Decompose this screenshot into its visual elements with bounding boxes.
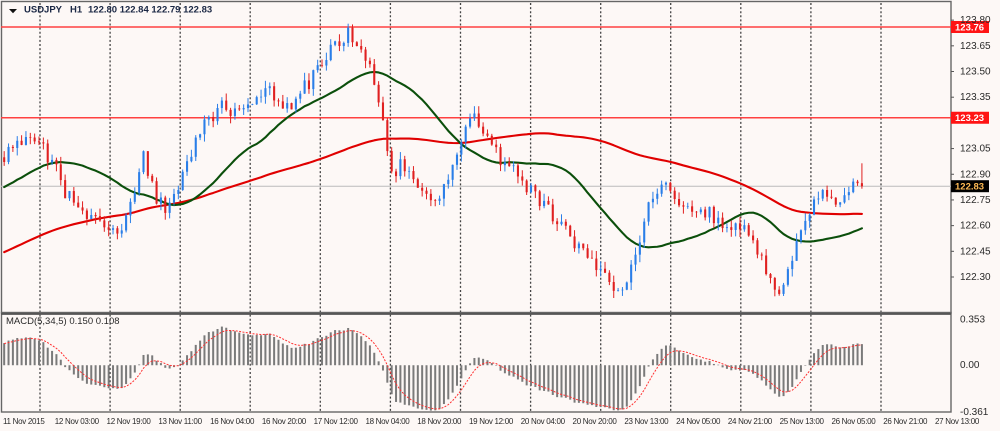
svg-text:122.80 122.84 122.79 122.83: 122.80 122.84 122.79 122.83 [88, 5, 212, 16]
svg-text:27 Nov 13:00: 27 Nov 13:00 [935, 417, 980, 426]
svg-text:23 Nov 13:00: 23 Nov 13:00 [624, 417, 669, 426]
svg-text:12 Nov 03:00: 12 Nov 03:00 [55, 417, 100, 426]
svg-text:20 Nov 20:00: 20 Nov 20:00 [573, 417, 618, 426]
svg-text:USDJPY: USDJPY [24, 5, 63, 16]
svg-text:19 Nov 12:00: 19 Nov 12:00 [469, 417, 514, 426]
svg-text:122.60: 122.60 [960, 221, 991, 232]
svg-text:18 Nov 20:00: 18 Nov 20:00 [417, 417, 462, 426]
svg-text:11 Nov 2015: 11 Nov 2015 [3, 417, 45, 426]
svg-text:122.83: 122.83 [955, 182, 984, 193]
svg-text:122.90: 122.90 [960, 169, 991, 180]
svg-text:12 Nov 19:00: 12 Nov 19:00 [107, 417, 152, 426]
svg-text:0.353: 0.353 [960, 314, 985, 325]
svg-text:13 Nov 11:00: 13 Nov 11:00 [158, 417, 202, 426]
svg-text:16 Nov 20:00: 16 Nov 20:00 [262, 417, 307, 426]
svg-text:123.80: 123.80 [960, 15, 991, 26]
svg-text:24 Nov 21:00: 24 Nov 21:00 [728, 417, 773, 426]
svg-text:26 Nov 05:00: 26 Nov 05:00 [831, 417, 876, 426]
svg-text:122.75: 122.75 [960, 195, 991, 206]
svg-text:18 Nov 04:00: 18 Nov 04:00 [365, 417, 410, 426]
svg-text:24 Nov 05:00: 24 Nov 05:00 [676, 417, 721, 426]
svg-text:123.05: 123.05 [960, 144, 991, 155]
svg-text:123.23: 123.23 [955, 113, 984, 124]
svg-text:16 Nov 04:00: 16 Nov 04:00 [210, 417, 255, 426]
svg-text:17 Nov 12:00: 17 Nov 12:00 [314, 417, 359, 426]
svg-text:122.45: 122.45 [960, 246, 991, 257]
svg-text:123.65: 123.65 [960, 41, 991, 52]
svg-text:25 Nov 13:00: 25 Nov 13:00 [780, 417, 825, 426]
svg-text:122.30: 122.30 [960, 272, 991, 283]
svg-text:123.50: 123.50 [960, 67, 991, 78]
svg-text:0.00: 0.00 [960, 360, 980, 371]
svg-text:26 Nov 21:00: 26 Nov 21:00 [883, 417, 928, 426]
svg-text:20 Nov 04:00: 20 Nov 04:00 [521, 417, 566, 426]
svg-text:MACD(5,34,5) 0.150 0.108: MACD(5,34,5) 0.150 0.108 [6, 316, 120, 327]
svg-text:123.35: 123.35 [960, 92, 991, 103]
svg-text:H1: H1 [70, 5, 83, 16]
